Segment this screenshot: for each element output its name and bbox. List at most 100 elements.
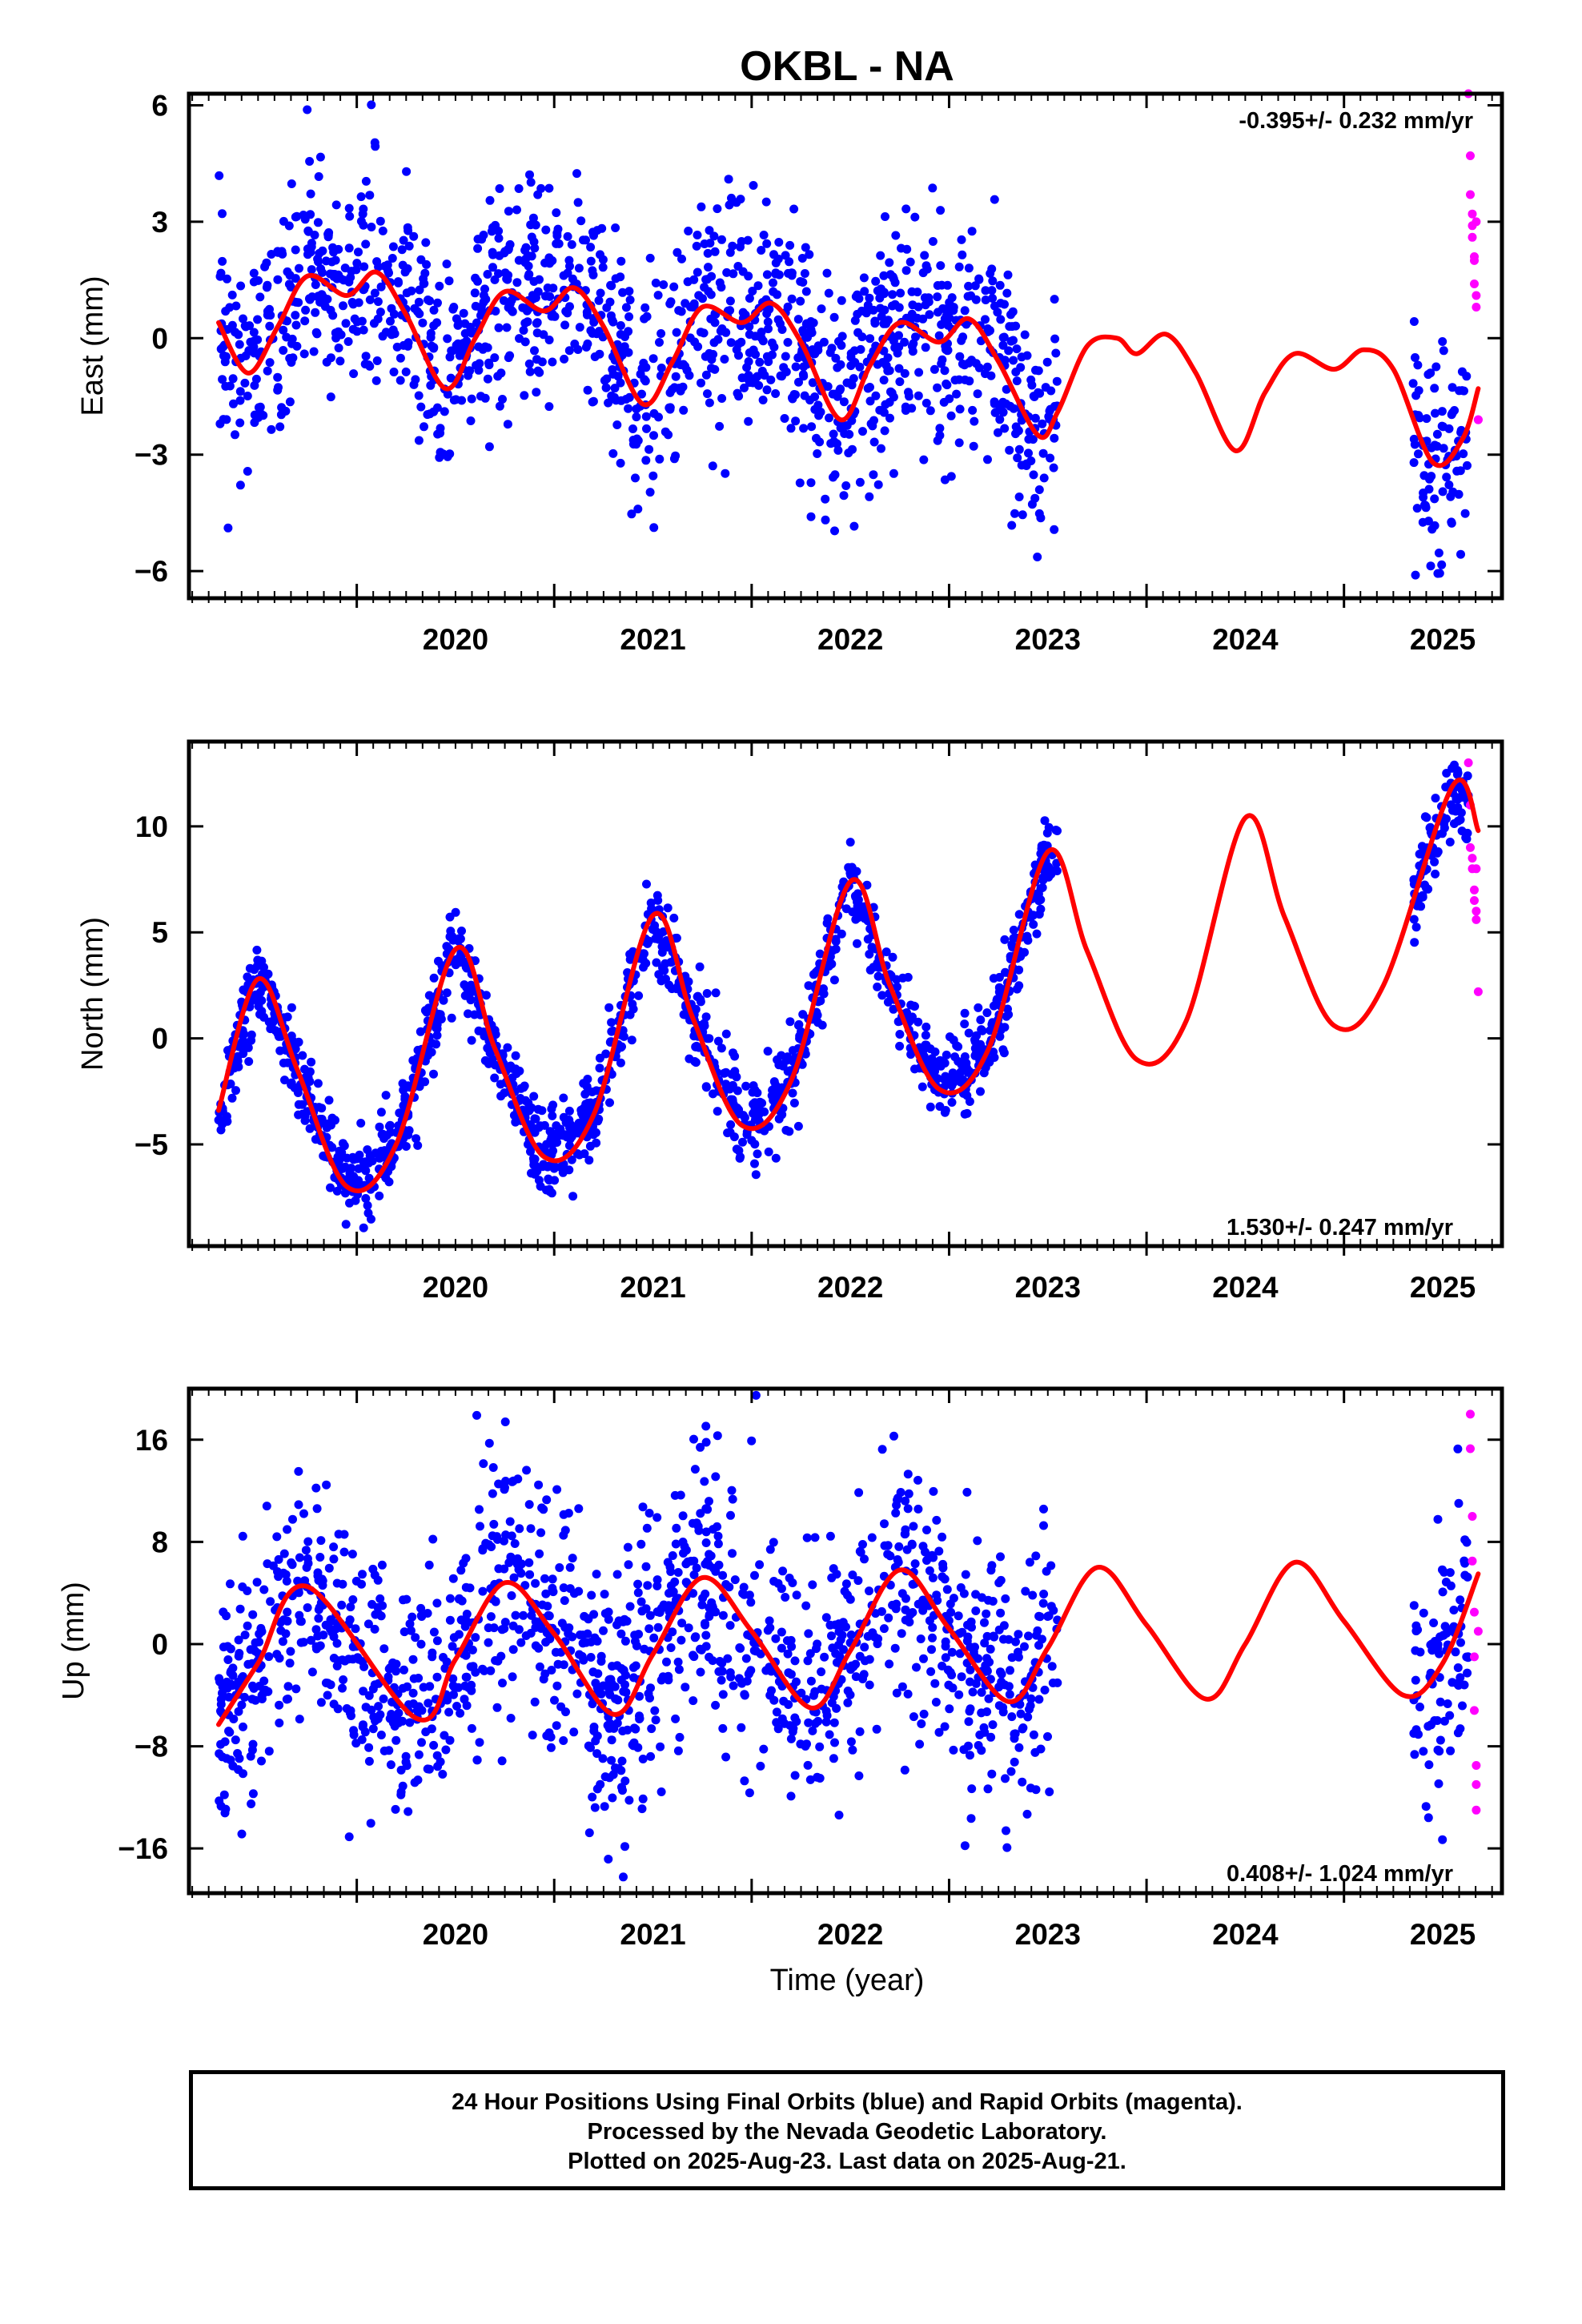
up-final-orbit-point: [971, 1606, 981, 1615]
up-final-orbit-point: [590, 1803, 600, 1812]
east-y-tick-label: −6: [135, 555, 168, 588]
east-final-orbit-point: [1430, 521, 1439, 530]
north-final-orbit-point: [831, 944, 841, 954]
up-final-orbit-point: [737, 1723, 746, 1732]
north-rapid-orbit-point: [1472, 864, 1481, 874]
north-final-orbit-point: [511, 1117, 520, 1127]
north-final-orbit-point: [679, 1010, 689, 1019]
up-final-orbit-point: [713, 1431, 722, 1441]
east-final-orbit-point: [540, 258, 550, 267]
up-final-orbit-point: [738, 1589, 748, 1598]
east-final-orbit-point: [1462, 372, 1472, 381]
east-final-orbit-point: [466, 323, 476, 332]
up-final-orbit-point: [248, 1789, 258, 1799]
north-final-orbit-point: [448, 935, 458, 945]
up-final-orbit-point: [1022, 1809, 1032, 1819]
up-final-orbit-point: [311, 1644, 321, 1654]
east-final-orbit-point: [519, 326, 528, 335]
up-final-orbit-point: [367, 1599, 377, 1609]
north-final-orbit-point: [503, 1043, 512, 1052]
east-final-orbit-point: [552, 239, 561, 248]
east-final-orbit-point: [952, 389, 962, 399]
east-final-orbit-point: [604, 398, 613, 408]
east-final-orbit-point: [684, 227, 693, 235]
east-final-orbit-point: [563, 268, 572, 278]
east-final-orbit-point: [421, 238, 431, 247]
up-final-orbit-point: [777, 1584, 786, 1594]
east-final-orbit-point: [470, 288, 480, 298]
up-final-orbit-point: [928, 1622, 938, 1632]
east-final-orbit-point: [1038, 448, 1048, 458]
up-final-orbit-point: [954, 1690, 964, 1699]
up-final-orbit-point: [928, 1573, 938, 1582]
up-final-orbit-point: [969, 1647, 978, 1656]
east-final-orbit-point: [921, 398, 931, 408]
east-final-orbit-point: [221, 307, 231, 316]
up-final-orbit-point: [843, 1698, 853, 1707]
up-final-orbit-point: [829, 1564, 838, 1574]
up-final-orbit-point: [643, 1581, 652, 1590]
north-final-orbit-point: [239, 1039, 248, 1049]
up-final-orbit-point: [445, 1735, 455, 1745]
up-final-orbit-point: [444, 1707, 454, 1717]
up-final-orbit-point: [441, 1745, 451, 1755]
up-final-orbit-point: [364, 1743, 374, 1752]
up-final-orbit-point: [514, 1565, 524, 1574]
east-rapid-orbit-point: [1466, 151, 1475, 160]
up-final-orbit-point: [237, 1829, 247, 1839]
north-final-orbit-point: [691, 1004, 701, 1014]
north-final-orbit-point: [252, 945, 262, 955]
east-rapid-orbit-point: [1470, 279, 1479, 288]
east-final-orbit-point: [532, 328, 542, 338]
up-final-orbit-point: [460, 1681, 470, 1691]
up-final-orbit-point: [892, 1599, 901, 1609]
north-final-orbit-point: [386, 1128, 396, 1137]
up-final-orbit-point: [1453, 1663, 1463, 1672]
north-final-orbit-point: [1029, 919, 1038, 929]
east-final-orbit-point: [1016, 363, 1026, 372]
east-final-orbit-point: [525, 367, 535, 376]
north-final-orbit-point: [529, 1092, 539, 1101]
up-final-orbit-point: [484, 1438, 494, 1448]
up-final-orbit-point: [744, 1670, 753, 1679]
north-final-orbit-point: [728, 1080, 737, 1090]
up-final-orbit-point: [1042, 1566, 1051, 1576]
east-final-orbit-point: [598, 332, 608, 342]
up-final-orbit-point: [231, 1735, 240, 1745]
up-final-orbit-point: [678, 1511, 688, 1521]
east-final-orbit-point: [794, 377, 803, 387]
up-final-orbit-point: [959, 1589, 969, 1598]
east-final-orbit-point: [830, 526, 839, 536]
up-final-orbit-point: [692, 1563, 701, 1573]
north-final-orbit-point: [556, 1162, 565, 1172]
east-final-orbit-point: [1012, 344, 1022, 354]
east-final-orbit-point: [880, 305, 889, 315]
east-final-orbit-point: [273, 372, 283, 382]
up-final-orbit-point: [966, 1814, 976, 1823]
up-final-orbit-point: [890, 1643, 900, 1653]
east-final-orbit-point: [779, 363, 789, 372]
up-final-orbit-point: [778, 1566, 788, 1576]
east-final-orbit-point: [582, 308, 592, 317]
up-final-orbit-point: [934, 1546, 944, 1556]
up-final-orbit-point: [997, 1670, 1006, 1679]
east-final-orbit-point: [1411, 570, 1420, 580]
up-final-orbit-point: [727, 1486, 737, 1495]
east-final-orbit-point: [941, 341, 950, 351]
up-final-orbit-point: [781, 1593, 790, 1602]
east-final-orbit-point: [715, 421, 725, 431]
up-final-orbit-point: [287, 1558, 296, 1567]
east-final-orbit-point: [397, 245, 407, 255]
east-final-orbit-point: [810, 404, 820, 414]
up-final-orbit-point: [303, 1537, 313, 1546]
east-final-orbit-point: [1423, 517, 1433, 526]
up-final-orbit-point: [359, 1687, 368, 1696]
east-final-orbit-point: [265, 358, 275, 368]
up-final-orbit-point: [919, 1709, 929, 1719]
east-final-orbit-point: [1051, 348, 1061, 358]
east-final-orbit-point: [656, 329, 666, 338]
east-final-orbit-point: [1450, 406, 1460, 415]
up-final-orbit-point: [540, 1574, 549, 1583]
up-final-orbit-point: [544, 1610, 553, 1620]
up-final-orbit-point: [399, 1595, 408, 1605]
